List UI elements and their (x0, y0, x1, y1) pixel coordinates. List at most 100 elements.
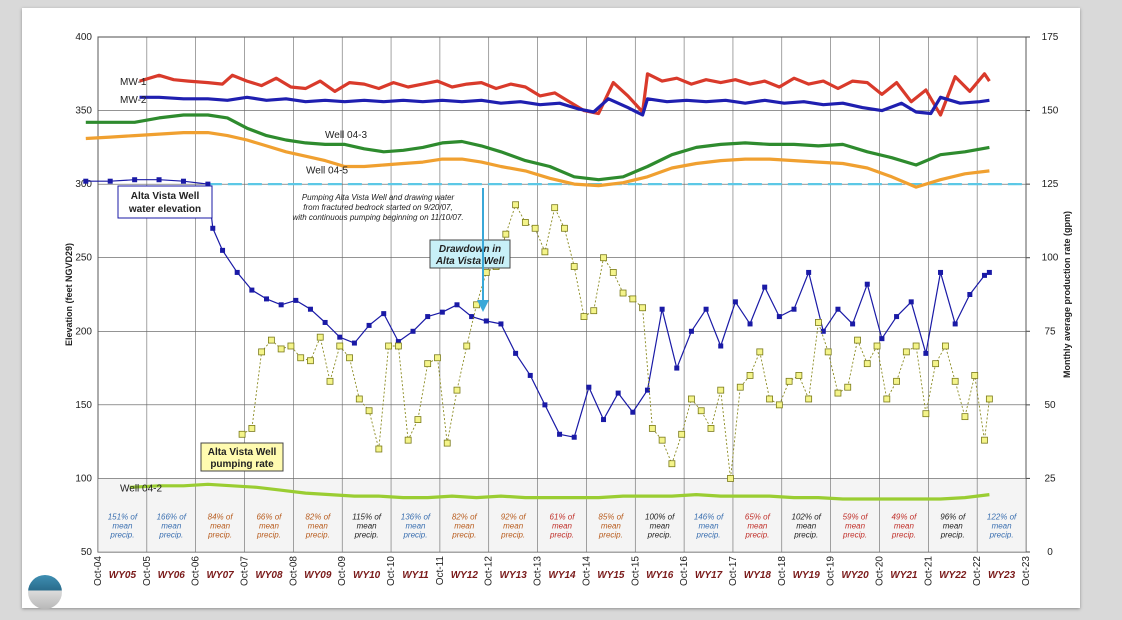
precip-word-label: precip. (696, 530, 721, 539)
point-alta-vista-well-water-elevation (923, 350, 929, 356)
point-alta-vista-well-pumping-rate (727, 475, 734, 482)
x-tick-label: Oct-18 (777, 556, 788, 586)
x-tick-label: Oct-13 (533, 556, 544, 586)
point-alta-vista-well-pumping-rate (805, 395, 813, 403)
point-alta-vista-well-water-elevation (249, 287, 255, 293)
point-alta-vista-well-water-elevation (776, 314, 782, 320)
point-alta-vista-well-water-elevation (542, 402, 548, 408)
precip-mean-label: mean (112, 521, 133, 530)
point-alta-vista-well-pumping-rate (590, 307, 598, 315)
water-year-label: WY07 (206, 570, 234, 581)
point-alta-vista-well-pumping-rate (775, 401, 783, 409)
water-year-label: WY08 (255, 570, 283, 581)
water-year-label: WY22 (939, 570, 967, 581)
label-mw2: MW-2 (120, 95, 147, 106)
precip-word-label: precip. (500, 530, 525, 539)
point-alta-vista-well-pumping-rate (961, 413, 969, 421)
point-alta-vista-well-water-elevation (986, 269, 992, 275)
grid (97, 36, 1030, 553)
point-alta-vista-well-pumping-rate (434, 354, 441, 362)
point-alta-vista-well-pumping-rate (453, 386, 461, 394)
point-alta-vista-well-pumping-rate (658, 436, 666, 444)
point-alta-vista-well-water-elevation (630, 409, 636, 415)
precip-pct-label: 66% of (256, 513, 282, 522)
point-alta-vista-well-pumping-rate (815, 319, 822, 326)
point-alta-vista-well-pumping-rate (267, 336, 275, 344)
precip-mean-label: mean (943, 521, 964, 530)
y-left-tick-label: 150 (75, 400, 92, 411)
label-well-04-5: Well 04-5 (306, 165, 348, 176)
label-well-04-2: Well 04-2 (120, 483, 162, 494)
point-alta-vista-well-pumping-rate (688, 395, 695, 403)
point-alta-vista-well-water-elevation (278, 302, 284, 308)
point-alta-vista-well-water-elevation (718, 343, 724, 349)
precip-pct-label: 49% of (891, 513, 917, 522)
point-alta-vista-well-pumping-rate (785, 377, 793, 385)
point-alta-vista-well-pumping-rate (502, 230, 510, 238)
point-alta-vista-well-pumping-rate (414, 416, 422, 423)
x-tick-label: Oct-14 (581, 556, 592, 586)
water-year-label: WY16 (646, 570, 674, 581)
precip-word-label: precip. (402, 530, 427, 539)
point-alta-vista-well-pumping-rate (394, 342, 402, 350)
water-year-label: WY19 (793, 570, 821, 581)
point-alta-vista-well-water-elevation (659, 306, 665, 312)
y-left-tick-label: 300 (75, 179, 92, 190)
point-alta-vista-well-pumping-rate (639, 304, 646, 312)
precip-mean-label: mean (503, 521, 524, 530)
point-alta-vista-well-pumping-rate (863, 360, 871, 368)
y-left-tick-label: 350 (75, 106, 92, 117)
precip-word-label: precip. (305, 530, 330, 539)
precip-mean-label: mean (357, 521, 378, 530)
point-alta-vista-well-pumping-rate (795, 372, 803, 379)
x-tick-label: Oct-07 (240, 556, 251, 586)
point-alta-vista-well-water-elevation (156, 177, 162, 183)
y-left-axis-label: Elevation (feet NGVD29) (64, 243, 74, 346)
water-year-label: WY18 (744, 570, 772, 581)
precip-word-label: precip. (744, 530, 769, 539)
point-alta-vista-well-pumping-rate (883, 395, 891, 403)
callout-pumping-line2: pumping rate (210, 459, 274, 470)
point-alta-vista-well-water-elevation (381, 311, 387, 317)
precip-pct-label: 100% of (645, 513, 675, 522)
water-year-label: WY15 (597, 570, 625, 581)
point-alta-vista-well-pumping-rate (238, 430, 246, 438)
point-alta-vista-well-pumping-rate (580, 313, 588, 320)
x-tick-label: Oct-17 (728, 556, 739, 586)
series-line-mw-2 (139, 95, 990, 117)
x-tick-label: Oct-08 (288, 556, 299, 586)
precip-word-label: precip. (940, 530, 965, 539)
y-right-tick-label: 75 (1044, 326, 1056, 337)
callout-elevation-line2: water elevation (128, 204, 201, 215)
precip-pct-label: 122% of (987, 513, 1017, 522)
point-alta-vista-well-water-elevation (205, 181, 211, 187)
y-left-tick-label: 250 (75, 253, 92, 264)
water-year-label: WY12 (451, 570, 479, 581)
precip-pct-label: 84% of (208, 513, 234, 522)
y-right-tick-label: 125 (1042, 179, 1059, 190)
point-alta-vista-well-pumping-rate (854, 336, 861, 344)
point-alta-vista-well-water-elevation (791, 306, 797, 312)
series-line-well-04-2 (129, 482, 990, 501)
point-alta-vista-well-water-elevation (220, 247, 226, 253)
y-right-tick-label: 100 (1042, 253, 1059, 264)
precip-mean-label: mean (747, 521, 768, 530)
precip-word-label: precip. (109, 530, 134, 539)
point-alta-vista-well-water-elevation (322, 319, 328, 325)
y-left-tick-label: 100 (75, 473, 92, 484)
point-alta-vista-well-water-elevation (644, 387, 650, 393)
precip-mean-label: mean (992, 521, 1013, 530)
precip-mean-label: mean (601, 521, 622, 530)
point-alta-vista-well-pumping-rate (717, 386, 725, 394)
point-alta-vista-well-water-elevation (439, 309, 445, 315)
point-alta-vista-well-pumping-rate (942, 342, 949, 350)
point-alta-vista-well-pumping-rate (424, 360, 432, 368)
point-alta-vista-well-water-elevation (820, 328, 826, 334)
y-right-tick-label: 0 (1047, 547, 1053, 558)
point-alta-vista-well-pumping-rate (619, 289, 627, 297)
callout-drawdown-line1: Drawdown in (439, 244, 501, 255)
precip-mean-label: mean (308, 521, 329, 530)
annotations: MW-1 MW-2 Well 04-3 Well 04-5 Well 04-2 Alta … (117, 77, 511, 494)
point-alta-vista-well-pumping-rate (951, 377, 959, 385)
precip-pct-label: 65% of (745, 513, 771, 522)
